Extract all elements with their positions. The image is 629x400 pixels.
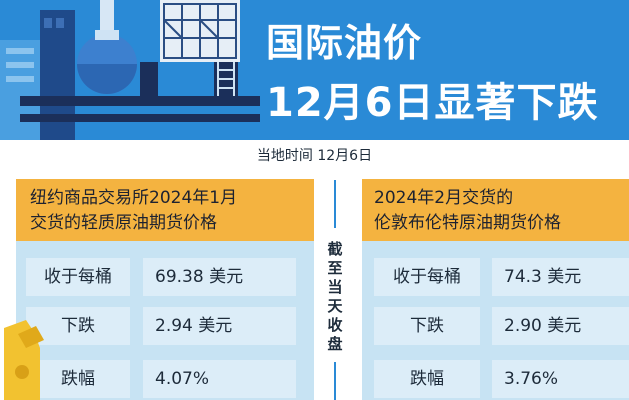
divider-line <box>334 180 336 228</box>
panel-body-nymex: 收于每桶 69.38 美元 下跌 2.94 美元 跌幅 4.07% <box>16 241 314 400</box>
row-value: 4.07% <box>143 360 296 398</box>
panel-heading-line: 伦敦布伦特原油期货价格 <box>374 213 561 233</box>
page-title-line1: 国际油价 <box>266 21 423 65</box>
panel-heading-line: 纽约商品交易所2024年1月 <box>30 188 238 208</box>
panel-heading-line: 交货的轻质原油期货价格 <box>30 213 217 233</box>
closing-time-label: 截至当天收盘 <box>327 240 343 353</box>
panel-body-brent: 收于每桶 74.3 美元 下跌 2.90 美元 跌幅 3.76% <box>362 241 629 400</box>
row-label: 跌幅 <box>26 360 130 398</box>
table-row: 跌幅 3.76% <box>374 360 629 398</box>
table-row: 收于每桶 74.3 美元 <box>374 258 629 296</box>
header-banner: 国际油价 12月6日显著下跌 <box>0 0 629 140</box>
divider-line <box>334 362 336 400</box>
row-value: 2.90 美元 <box>492 307 629 345</box>
panel-heading-line: 2024年2月交货的 <box>374 188 514 208</box>
table-row: 下跌 2.90 美元 <box>374 307 629 345</box>
table-row: 下跌 2.94 美元 <box>26 307 296 345</box>
panel-heading-brent: 2024年2月交货的 伦敦布伦特原油期货价格 <box>362 179 629 241</box>
row-value: 74.3 美元 <box>492 258 629 296</box>
row-label: 跌幅 <box>374 360 480 398</box>
refinery-illustration <box>0 0 260 140</box>
row-value: 2.94 美元 <box>143 307 296 345</box>
row-label: 下跌 <box>26 307 130 345</box>
fuel-nozzle-icon <box>4 320 44 400</box>
panel-heading-nymex: 纽约商品交易所2024年1月 交货的轻质原油期货价格 <box>16 179 314 241</box>
table-row: 跌幅 4.07% <box>26 360 296 398</box>
page-title-line2: 12月6日显著下跌 <box>266 80 599 126</box>
row-value: 69.38 美元 <box>143 258 296 296</box>
table-row: 收于每桶 69.38 美元 <box>26 258 296 296</box>
row-label: 下跌 <box>374 307 480 345</box>
row-label: 收于每桶 <box>26 258 130 296</box>
date-caption: 当地时间 12月6日 <box>256 148 373 164</box>
row-value: 3.76% <box>492 360 629 398</box>
row-label: 收于每桶 <box>374 258 480 296</box>
